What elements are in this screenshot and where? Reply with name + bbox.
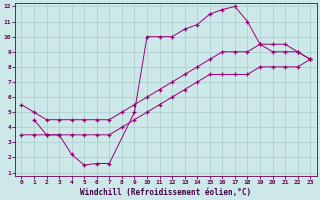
X-axis label: Windchill (Refroidissement éolien,°C): Windchill (Refroidissement éolien,°C) — [80, 188, 252, 197]
